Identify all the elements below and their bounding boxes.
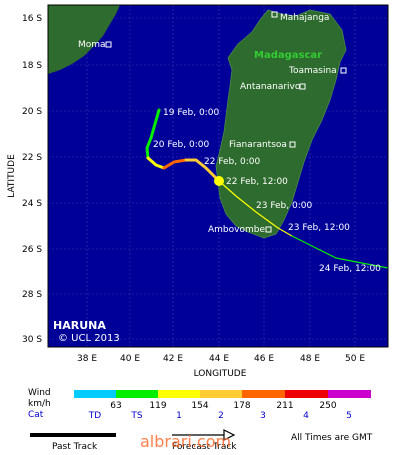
track-label-23feb-0000: 23 Feb, 0:00 [256, 201, 312, 211]
legend-wind-label: Wind [28, 388, 51, 398]
city-markers: Mahajanga Moma Toamasina Antananarivo Fi… [78, 11, 347, 235]
threshold-178: 178 [233, 401, 251, 411]
mozambique-land [48, 5, 120, 74]
country-label-madagascar: Madagascar [254, 50, 322, 61]
wind-color-scale [74, 390, 371, 398]
track-label-19feb-0000: 19 Feb, 0:00 [163, 108, 219, 118]
city-marker-fianarantsoa [289, 141, 296, 148]
city-label-ambovombe: Ambovombe [208, 225, 265, 235]
scale-cat1 [158, 390, 200, 398]
track-label-20feb-0000: 20 Feb, 0:00 [153, 140, 209, 150]
current-position-marker [214, 176, 224, 186]
cat-3: 3 [260, 411, 266, 421]
threshold-154: 154 [191, 401, 209, 411]
madagascar-land [215, 9, 347, 239]
y-tick-24s: 24 S [22, 199, 42, 209]
x-axis: 38 E 40 E 42 E 44 E 46 E 48 E 50 E LONGI… [77, 354, 365, 379]
watermark: albrari.com [140, 432, 232, 451]
y-axis: 16 S 18 S 20 S 22 S 24 S 26 S 28 S 30 S … [7, 14, 42, 345]
past-track-label: Past Track [52, 442, 98, 452]
y-tick-26s: 26 S [22, 245, 42, 255]
y-tick-30s: 30 S [22, 335, 42, 345]
legend-cat-label: Cat [28, 410, 44, 420]
threshold-250: 250 [319, 401, 337, 411]
x-axis-title: LONGITUDE [194, 369, 247, 379]
track-segment-cat3 [162, 158, 188, 170]
forecast-segment-ts [291, 235, 389, 269]
cyclone-track-map: Mahajanga Moma Toamasina Antananarivo Fi… [7, 4, 389, 379]
threshold-119: 119 [149, 401, 167, 411]
track-time-labels: 19 Feb, 0:00 20 Feb, 0:00 22 Feb, 0:00 2… [153, 108, 381, 274]
forecast-track-label: Forecast Track [172, 442, 237, 452]
track-segment-ts [145, 108, 161, 160]
scale-cat2 [200, 390, 242, 398]
x-tick-50e: 50 E [345, 354, 365, 364]
y-tick-18s: 18 S [22, 61, 42, 71]
city-label-antananarivo: Antananarivo [240, 82, 301, 92]
y-tick-20s: 20 S [22, 107, 42, 117]
track-segment-cat1 [146, 156, 166, 170]
storm-name: HARUNA [53, 319, 106, 332]
times-note: All Times are GMT [291, 433, 373, 443]
cat-td: TD [88, 411, 102, 421]
cat-2: 2 [218, 411, 224, 421]
scale-td [74, 390, 116, 398]
y-tick-22s: 22 S [22, 153, 42, 163]
scale-cat5 [328, 390, 371, 398]
city-marker-antananarivo [299, 83, 306, 90]
city-label-mahajanga: Mahajanga [280, 13, 329, 23]
track-label-23feb-1200: 23 Feb, 12:00 [288, 223, 350, 233]
track-label-22feb-0000: 22 Feb, 0:00 [204, 157, 260, 167]
city-label-toamasina: Toamasina [288, 66, 337, 76]
legend-unit-label: km/h [28, 399, 51, 409]
x-tick-40e: 40 E [120, 354, 140, 364]
x-tick-48e: 48 E [300, 354, 320, 364]
y-tick-28s: 28 S [22, 290, 42, 300]
cat-ts: TS [131, 411, 143, 421]
city-label-moma: Moma [78, 40, 106, 50]
x-tick-46e: 46 E [254, 354, 274, 364]
forecast-track-arrow [172, 429, 236, 441]
x-tick-42e: 42 E [163, 354, 183, 364]
city-marker-mahajanga [271, 11, 278, 18]
map-frame [47, 4, 389, 348]
copyright: © UCL 2013 [58, 333, 120, 344]
track-label-22feb-1200: 22 Feb, 12:00 [226, 177, 288, 187]
x-tick-44e: 44 E [209, 354, 229, 364]
threshold-63: 63 [110, 401, 122, 411]
past-track-line [30, 433, 116, 437]
threshold-211: 211 [276, 401, 294, 411]
city-marker-ambovombe [265, 226, 272, 233]
track-label-24feb-1200: 24 Feb, 12:00 [319, 264, 381, 274]
city-marker-toamasina [340, 67, 347, 74]
x-tick-38e: 38 E [77, 354, 97, 364]
scale-cat4 [285, 390, 328, 398]
scale-ts [116, 390, 158, 398]
cat-1: 1 [176, 411, 182, 421]
cat-4: 4 [303, 411, 309, 421]
y-tick-16s: 16 S [22, 14, 42, 24]
city-marker-moma [105, 41, 112, 48]
scale-cat3 [242, 390, 285, 398]
y-axis-title: LATITUDE [7, 154, 17, 198]
forecast-segment-cat1 [218, 180, 293, 237]
cat-5: 5 [346, 411, 352, 421]
city-label-fianarantsoa: Fianarantsoa [229, 140, 287, 150]
